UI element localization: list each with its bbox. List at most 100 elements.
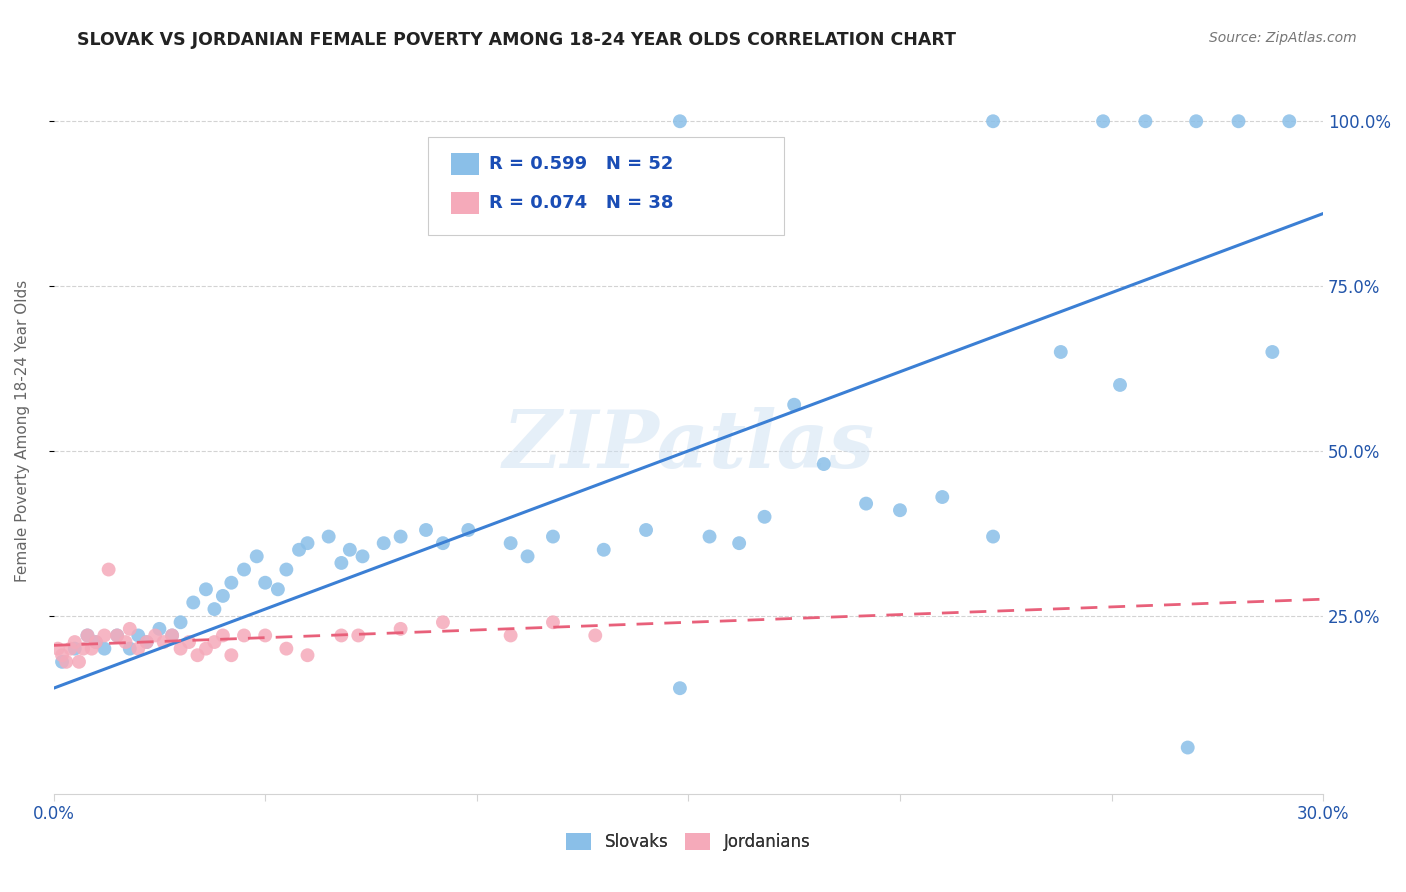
Point: [1049, 345, 1071, 359]
Point: [699, 530, 721, 544]
Point: [254, 575, 277, 590]
Point: [276, 641, 298, 656]
Point: [118, 622, 141, 636]
Point: [1092, 114, 1115, 128]
Point: [105, 628, 128, 642]
Point: [204, 602, 226, 616]
Point: [669, 114, 692, 128]
Point: [152, 635, 174, 649]
Point: [246, 549, 269, 564]
Point: [169, 641, 191, 656]
Point: [415, 523, 437, 537]
Text: R = 0.074   N = 38: R = 0.074 N = 38: [489, 194, 673, 211]
FancyBboxPatch shape: [451, 153, 479, 175]
Point: [330, 556, 353, 570]
Point: [276, 562, 298, 576]
Point: [1278, 114, 1301, 128]
Point: [93, 628, 115, 642]
Point: [186, 648, 208, 663]
Point: [432, 615, 454, 630]
Point: [118, 641, 141, 656]
Point: [160, 628, 183, 642]
Point: [221, 648, 243, 663]
Point: [55, 655, 77, 669]
Point: [135, 635, 157, 649]
Point: [1109, 378, 1132, 392]
Point: [127, 641, 149, 656]
Point: [46, 641, 69, 656]
Point: [330, 628, 353, 642]
Point: [728, 536, 751, 550]
Point: [855, 497, 877, 511]
Point: [432, 536, 454, 550]
Point: [72, 641, 94, 656]
FancyBboxPatch shape: [427, 137, 783, 235]
Point: [51, 648, 73, 663]
Point: [67, 655, 90, 669]
Point: [1135, 114, 1157, 128]
Point: [347, 628, 370, 642]
Point: [80, 641, 103, 656]
Text: SLOVAK VS JORDANIAN FEMALE POVERTY AMONG 18-24 YEAR OLDS CORRELATION CHART: SLOVAK VS JORDANIAN FEMALE POVERTY AMONG…: [77, 31, 956, 49]
Point: [352, 549, 374, 564]
Point: [84, 635, 107, 649]
Text: R = 0.599   N = 52: R = 0.599 N = 52: [489, 155, 673, 173]
Point: [499, 536, 522, 550]
Text: Source: ZipAtlas.com: Source: ZipAtlas.com: [1209, 31, 1357, 45]
Point: [181, 595, 204, 609]
Point: [754, 509, 776, 524]
Point: [339, 542, 361, 557]
Point: [373, 536, 395, 550]
Point: [288, 542, 311, 557]
Point: [177, 635, 200, 649]
Point: [59, 641, 82, 656]
Point: [212, 589, 235, 603]
Point: [194, 641, 217, 656]
Point: [1177, 740, 1199, 755]
Point: [889, 503, 911, 517]
Point: [76, 628, 98, 642]
Point: [204, 635, 226, 649]
Point: [389, 530, 412, 544]
Text: ZIPatlas: ZIPatlas: [502, 407, 875, 484]
Point: [148, 622, 170, 636]
Point: [63, 641, 86, 656]
Point: [76, 628, 98, 642]
Point: [318, 530, 340, 544]
Point: [93, 641, 115, 656]
Point: [135, 635, 157, 649]
Point: [143, 628, 166, 642]
Point: [297, 648, 319, 663]
Point: [931, 490, 953, 504]
FancyBboxPatch shape: [451, 192, 479, 213]
Point: [1261, 345, 1284, 359]
Point: [127, 628, 149, 642]
Point: [583, 628, 606, 642]
Point: [114, 635, 136, 649]
Point: [169, 615, 191, 630]
Y-axis label: Female Poverty Among 18-24 Year Olds: Female Poverty Among 18-24 Year Olds: [15, 280, 30, 582]
Point: [105, 628, 128, 642]
Legend: Slovaks, Jordanians: Slovaks, Jordanians: [560, 826, 817, 858]
Point: [160, 628, 183, 642]
Point: [813, 457, 835, 471]
Point: [233, 628, 256, 642]
Point: [63, 635, 86, 649]
Point: [233, 562, 256, 576]
Point: [783, 398, 806, 412]
Point: [981, 114, 1004, 128]
Point: [457, 523, 479, 537]
Point: [541, 615, 564, 630]
Point: [194, 582, 217, 597]
Point: [389, 622, 412, 636]
Point: [541, 530, 564, 544]
Point: [516, 549, 538, 564]
Point: [297, 536, 319, 550]
Point: [212, 628, 235, 642]
Point: [669, 681, 692, 696]
Point: [51, 655, 73, 669]
Point: [254, 628, 277, 642]
Point: [267, 582, 290, 597]
Point: [1227, 114, 1250, 128]
Point: [84, 635, 107, 649]
